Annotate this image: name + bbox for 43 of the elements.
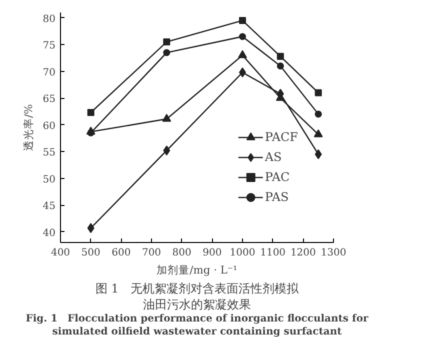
- point: [314, 149, 322, 160]
- x-tick-label: 600: [112, 248, 131, 258]
- point: [163, 49, 170, 56]
- point: [314, 110, 322, 118]
- legend-label: AS: [264, 150, 283, 164]
- legend-label: PAS: [264, 190, 289, 204]
- legend-label: PAC: [264, 170, 290, 184]
- y-tick-label: 75: [42, 40, 56, 52]
- point: [86, 126, 96, 135]
- point: [314, 129, 323, 138]
- text: Fig. 1 Flocculation performance of inorganic flocculants for simulated oilfield wastewater containing surfactant: [26, 314, 370, 337]
- x-tick-label: 1100: [260, 248, 286, 258]
- point: [276, 52, 284, 60]
- point: [276, 62, 284, 70]
- y-tick-label: 70: [42, 67, 56, 78]
- x-axis-title: 加剂量/mg · L⁻¹: [156, 264, 238, 276]
- x-tick-label: 1000: [230, 248, 256, 258]
- y-tick-label: 45: [42, 201, 56, 212]
- x-tick-label: 1300: [320, 248, 346, 258]
- point: [87, 223, 94, 234]
- text: 图 1 无机絮凝剂对含表面活性剂模拟油田污水的絮凝效果: [95, 282, 300, 312]
- y-tick-label: 50: [42, 174, 56, 186]
- point: [87, 109, 94, 116]
- legend-label: PACF: [264, 130, 298, 144]
- x-tick-label: 400: [50, 248, 70, 258]
- x-tick-label: 900: [202, 248, 222, 258]
- point: [163, 146, 170, 156]
- point: [163, 38, 170, 46]
- y-tick-label: 80: [42, 14, 56, 25]
- x-tick-label: 700: [142, 248, 162, 258]
- x-tick-label: 800: [172, 248, 192, 258]
- y-tick-label: 65: [42, 94, 56, 106]
- point: [162, 114, 172, 122]
- point: [239, 33, 246, 40]
- point: [314, 89, 322, 96]
- y-tick-label: 40: [42, 228, 56, 239]
- y-tick-label: 55: [42, 148, 56, 159]
- y-tick-label: 60: [42, 120, 56, 132]
- y-axis-title: 透光率/%: [22, 104, 35, 151]
- point: [238, 50, 247, 58]
- x-tick-label: 500: [81, 248, 100, 258]
- point: [239, 17, 246, 24]
- x-tick-label: 1200: [290, 248, 316, 258]
